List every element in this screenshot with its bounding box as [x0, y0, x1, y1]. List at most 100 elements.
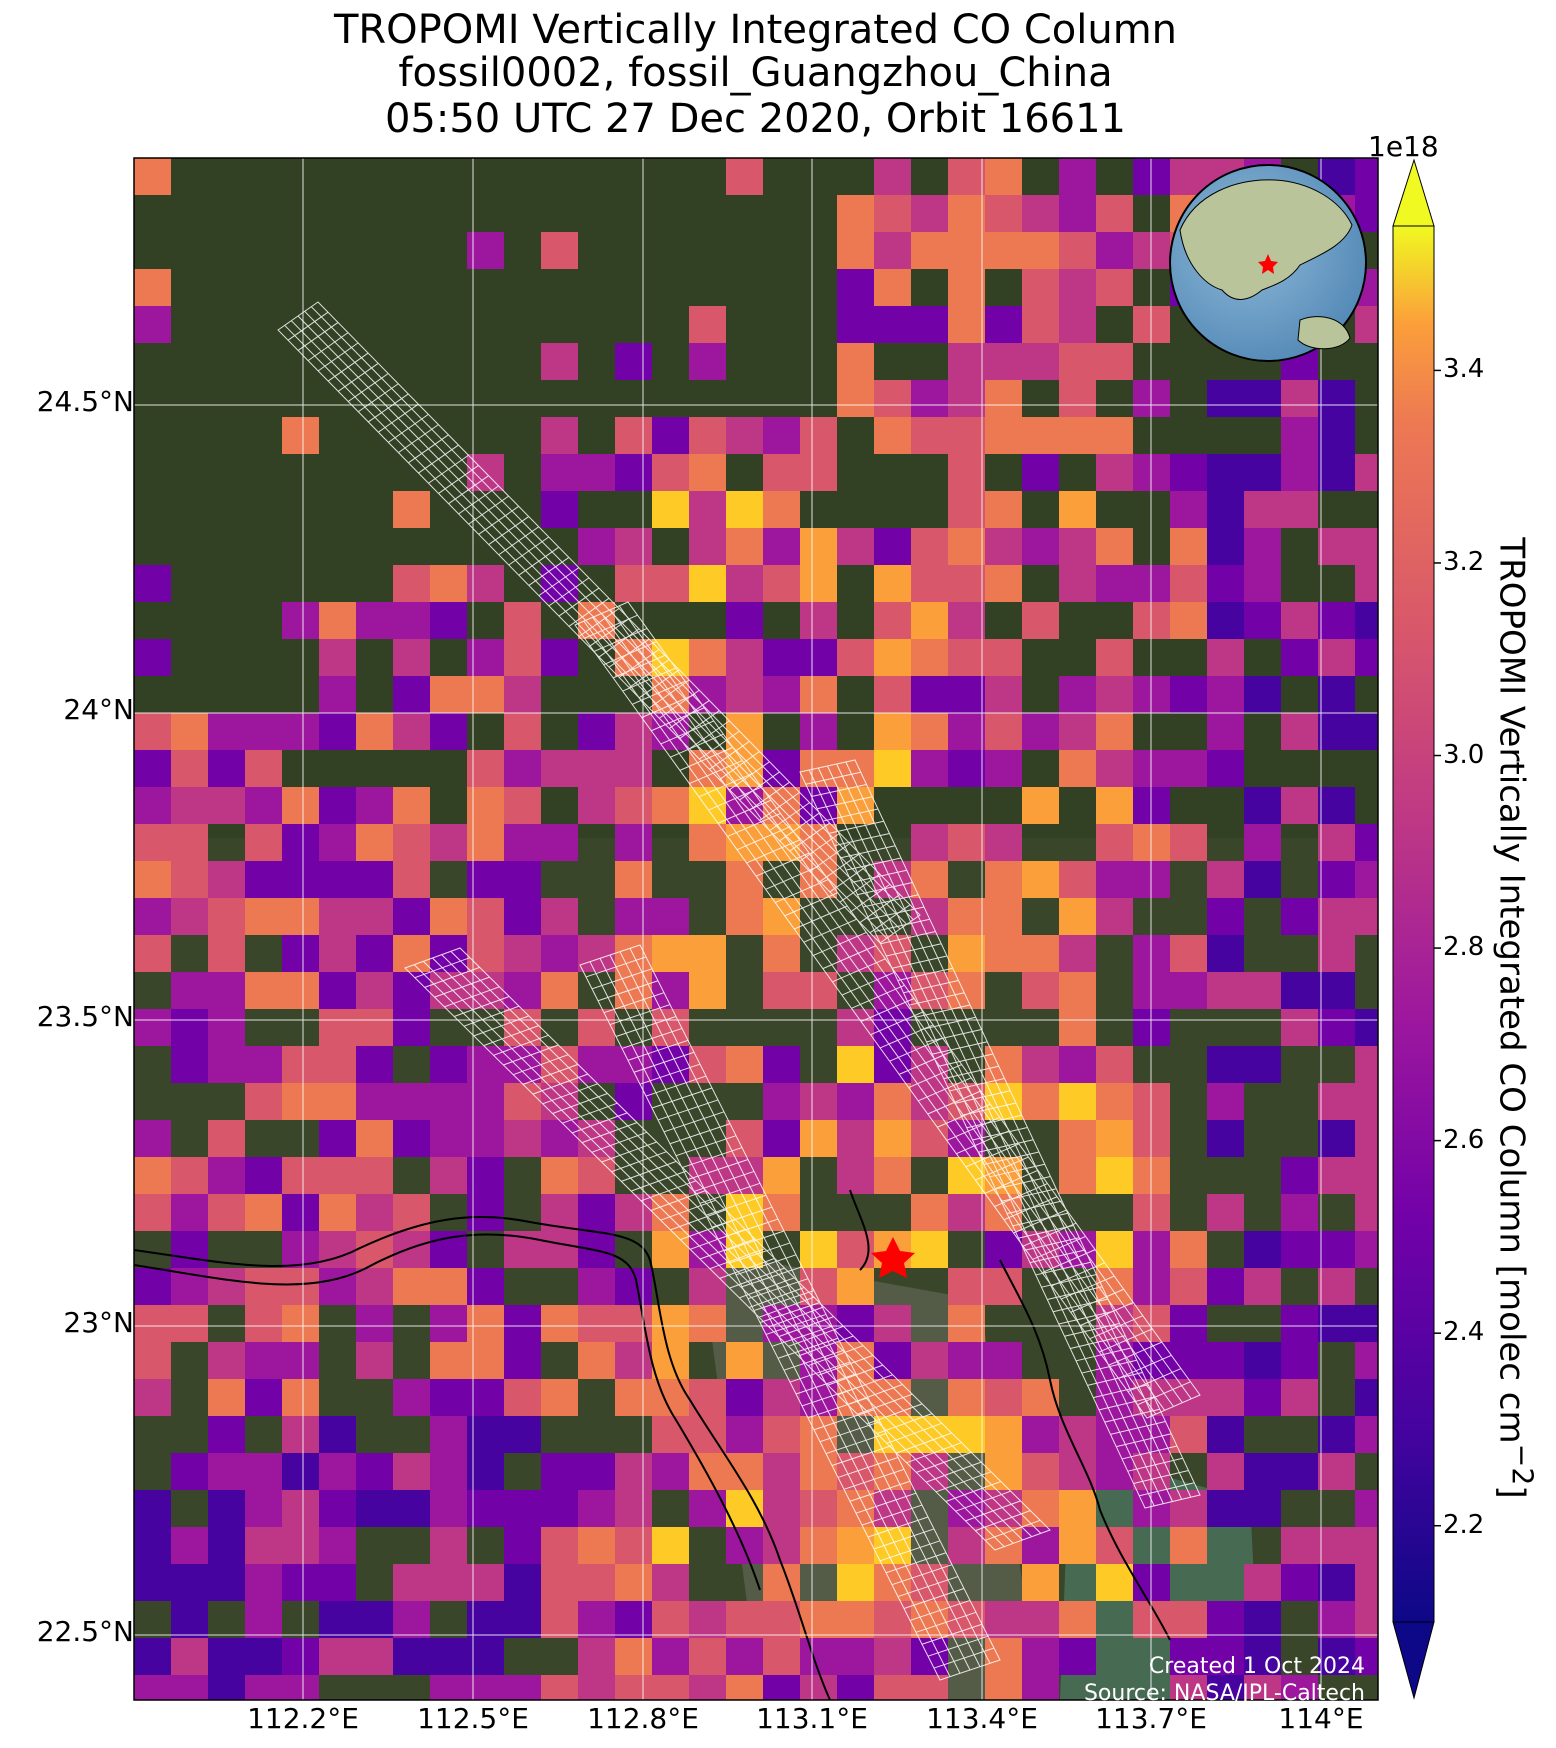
co-pixel — [911, 417, 948, 454]
co-pixel — [208, 1046, 245, 1083]
co-pixel — [1318, 824, 1355, 861]
title-line-2: fossil0002, fossil_Guangzhou_China — [398, 50, 1113, 96]
co-pixel — [319, 1527, 356, 1564]
co-pixel — [689, 343, 726, 380]
co-pixel — [1207, 380, 1244, 417]
co-pixel — [800, 1416, 837, 1453]
co-pixel — [319, 1564, 356, 1601]
co-pixel — [1170, 158, 1207, 195]
co-pixel — [134, 1009, 171, 1046]
co-pixel — [689, 417, 726, 454]
co-pixel — [1281, 1009, 1318, 1046]
co-pixel — [763, 1675, 800, 1700]
co-pixel — [578, 1342, 615, 1379]
map-frame — [133, 157, 1379, 1701]
footprint-column — [422, 960, 1014, 1544]
co-pixel — [1059, 713, 1096, 750]
co-pixel — [1170, 676, 1207, 713]
lat-tick-label: 23.5°N — [36, 1000, 134, 1033]
co-pixel — [393, 787, 430, 824]
co-pixel — [726, 676, 763, 713]
co-pixel — [208, 861, 245, 898]
co-pixel — [245, 1638, 282, 1675]
co-pixel — [689, 1157, 726, 1194]
co-pixel — [652, 1675, 689, 1700]
co-pixel — [541, 1046, 578, 1083]
co-pixel — [1281, 898, 1318, 935]
co-pixel — [1170, 528, 1207, 565]
co-pixel — [1318, 1453, 1355, 1490]
co-pixel — [615, 750, 652, 787]
co-pixel — [356, 1083, 393, 1120]
co-pixel — [911, 750, 948, 787]
co-pixel — [1355, 1564, 1378, 1601]
co-pixel — [541, 898, 578, 935]
co-pixel — [1207, 1268, 1244, 1305]
co-pixel — [689, 1231, 726, 1268]
co-pixel — [1022, 417, 1059, 454]
co-pixel — [430, 1416, 467, 1453]
co-pixel — [578, 1157, 615, 1194]
co-pixel — [1207, 898, 1244, 935]
co-pixel — [763, 417, 800, 454]
co-pixel — [689, 565, 726, 602]
co-pixel — [578, 1268, 615, 1305]
co-pixel — [652, 1231, 689, 1268]
co-pixel — [208, 1490, 245, 1527]
co-pixel — [1170, 1231, 1207, 1268]
co-pixel — [541, 1527, 578, 1564]
co-pixel — [319, 787, 356, 824]
footprint-column — [589, 961, 951, 1677]
co-pixel — [1170, 1638, 1207, 1675]
co-pixel — [282, 1046, 319, 1083]
co-pixel — [541, 417, 578, 454]
co-pixel — [1244, 1675, 1281, 1700]
co-pixel — [911, 380, 948, 417]
co-pixel — [1318, 602, 1355, 639]
co-pixel — [948, 528, 985, 565]
co-pixel — [1244, 454, 1281, 491]
co-pixel — [1207, 1416, 1244, 1453]
co-pixel — [171, 1453, 208, 1490]
co-pixel — [134, 824, 171, 861]
co-pixel — [282, 972, 319, 1009]
co-pixel — [1059, 1083, 1096, 1120]
co-pixel — [1207, 1120, 1244, 1157]
footprint-column — [609, 609, 1183, 1403]
co-pixel — [874, 1083, 911, 1120]
co-pixel — [911, 1194, 948, 1231]
co-pixel — [837, 195, 874, 232]
co-pixel — [800, 528, 837, 565]
co-pixel — [1022, 787, 1059, 824]
co-pixel — [1096, 750, 1133, 787]
co-pixel — [985, 1675, 1022, 1700]
co-pixel — [430, 824, 467, 861]
co-pixel — [1244, 1564, 1281, 1601]
co-pixel — [837, 1083, 874, 1120]
co-pixel — [726, 565, 763, 602]
co-pixel — [1059, 232, 1096, 269]
co-pixel — [652, 1416, 689, 1453]
co-pixel — [615, 565, 652, 602]
co-pixel — [1355, 454, 1378, 491]
co-pixel — [763, 1379, 800, 1416]
credit-created: Created 1 Oct 2024 — [1148, 1654, 1365, 1679]
co-pixel — [726, 713, 763, 750]
co-pixel — [319, 1490, 356, 1527]
co-pixel — [763, 1120, 800, 1157]
co-pixel — [393, 1379, 430, 1416]
co-pixel — [1096, 1453, 1133, 1490]
footprint-column — [297, 315, 901, 930]
co-pixel — [911, 713, 948, 750]
co-pixel — [208, 1527, 245, 1564]
globe-location-star — [1258, 254, 1278, 274]
co-pixel — [1207, 1379, 1244, 1416]
co-pixel — [1022, 528, 1059, 565]
co-pixel — [171, 750, 208, 787]
co-pixel — [1170, 972, 1207, 1009]
coastline — [134, 1189, 1171, 1700]
co-pixel — [615, 861, 652, 898]
co-pixel — [134, 1305, 171, 1342]
co-pixel — [763, 454, 800, 491]
co-pixel — [319, 1268, 356, 1305]
